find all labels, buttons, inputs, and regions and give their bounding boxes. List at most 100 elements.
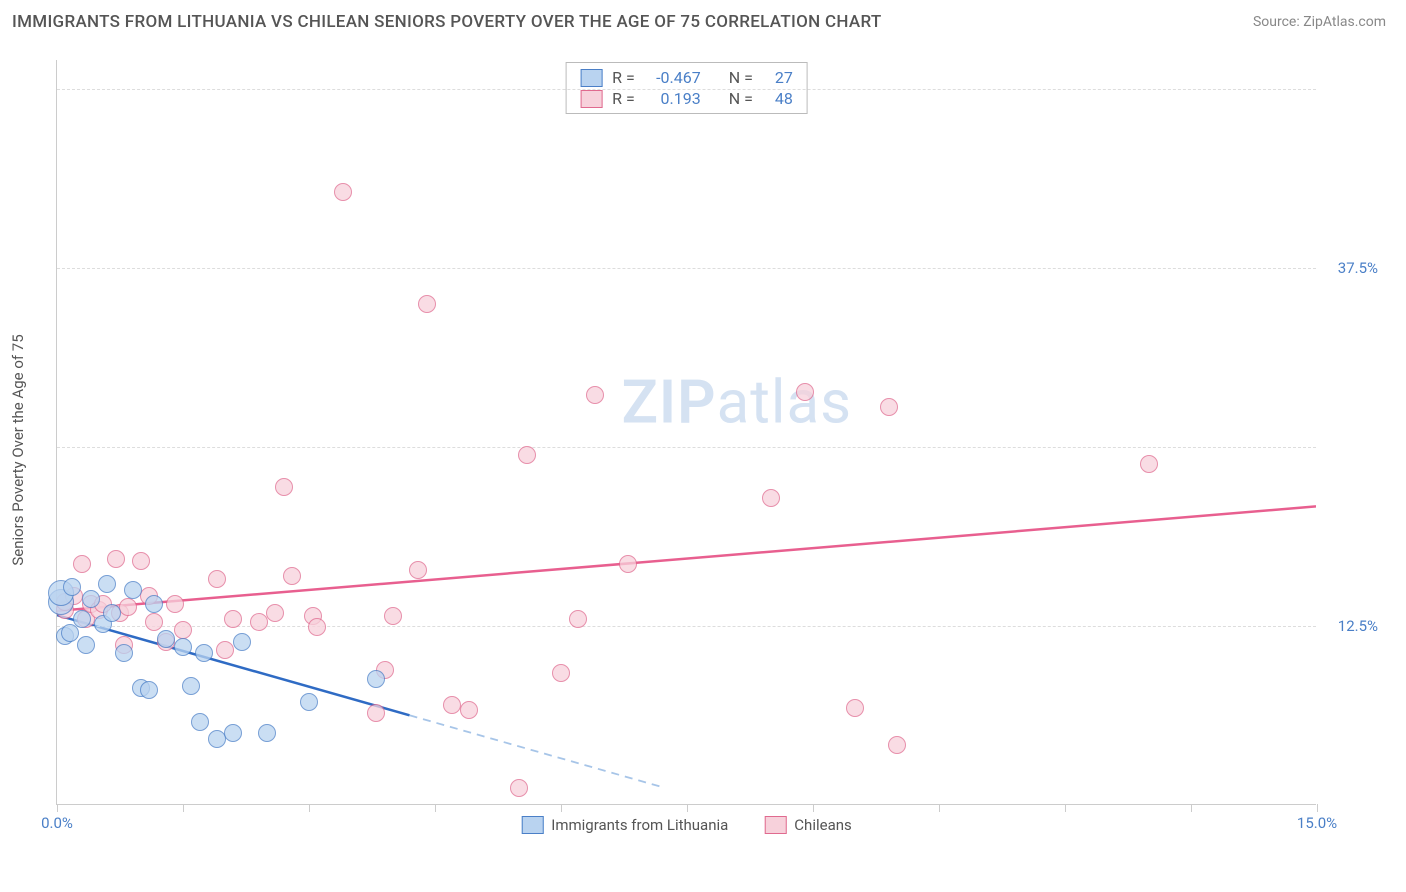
scatter-point: [308, 618, 326, 636]
scatter-point: [107, 550, 125, 568]
chart-area: Seniors Poverty Over the Age of 75 ZIPat…: [56, 60, 1386, 840]
scatter-point: [266, 604, 284, 622]
y-tick-label: 37.5%: [1338, 259, 1378, 277]
scatter-point: [208, 570, 226, 588]
scatter-point: [224, 724, 242, 742]
scatter-point: [195, 644, 213, 662]
scatter-point: [124, 581, 142, 599]
legend-label-1: Chileans: [794, 816, 851, 834]
y-tick-label: 12.5%: [1338, 617, 1378, 635]
watermark: ZIPatlas: [622, 367, 853, 438]
scatter-point: [880, 398, 898, 416]
x-tick: [435, 804, 436, 812]
scatter-point: [174, 638, 192, 656]
scatter-point: [174, 621, 192, 639]
scatter-point: [115, 644, 133, 662]
legend-row-series-0: R = -0.467 N = 27: [580, 67, 793, 88]
scatter-point: [258, 724, 276, 742]
legend-item-1: Chileans: [764, 816, 851, 834]
x-tick-label: 0.0%: [41, 814, 73, 832]
chart-source: Source: ZipAtlas.com: [1253, 14, 1386, 30]
n-label-1: N =: [729, 89, 753, 108]
x-tick: [309, 804, 310, 812]
n-value-1: 48: [763, 89, 793, 108]
gridline: [57, 268, 1316, 269]
scatter-point: [233, 633, 251, 651]
swatch-series-1: [580, 90, 602, 108]
scatter-point: [1140, 455, 1158, 473]
scatter-point: [61, 624, 79, 642]
scatter-point: [367, 670, 385, 688]
gridline: [57, 447, 1316, 448]
r-value-0: -0.467: [645, 68, 701, 87]
scatter-plot: ZIPatlas R = -0.467 N = 27 R = 0.193 N =…: [56, 60, 1316, 805]
scatter-point: [619, 555, 637, 573]
x-tick: [939, 804, 940, 812]
n-label-0: N =: [729, 68, 753, 87]
scatter-point: [132, 552, 150, 570]
gridline: [57, 626, 1316, 627]
scatter-point: [796, 383, 814, 401]
scatter-point: [518, 446, 536, 464]
scatter-point: [384, 607, 402, 625]
y-axis-title: Seniors Poverty Over the Age of 75: [9, 334, 27, 565]
x-tick: [687, 804, 688, 812]
scatter-point: [762, 489, 780, 507]
x-tick: [813, 804, 814, 812]
legend-row-series-1: R = 0.193 N = 48: [580, 88, 793, 109]
scatter-point: [98, 575, 116, 593]
watermark-zip: ZIP: [622, 367, 717, 438]
scatter-point: [888, 736, 906, 754]
scatter-point: [552, 664, 570, 682]
legend-item-0: Immigrants from Lithuania: [521, 816, 728, 834]
scatter-point: [367, 704, 385, 722]
scatter-point: [460, 701, 478, 719]
r-value-1: 0.193: [645, 89, 701, 108]
swatch-legend-1: [764, 816, 786, 834]
scatter-point: [510, 779, 528, 797]
x-tick: [1317, 804, 1318, 812]
r-label-1: R =: [612, 89, 635, 108]
scatter-point: [77, 636, 95, 654]
scatter-point: [275, 478, 293, 496]
trend-lines: [57, 60, 1316, 804]
scatter-point: [191, 713, 209, 731]
scatter-point: [443, 696, 461, 714]
scatter-point: [119, 598, 137, 616]
scatter-point: [300, 693, 318, 711]
scatter-point: [166, 595, 184, 613]
series-legend: Immigrants from Lithuania Chileans: [521, 816, 852, 834]
legend-label-0: Immigrants from Lithuania: [551, 816, 728, 834]
x-tick: [183, 804, 184, 812]
chart-header: IMMIGRANTS FROM LITHUANIA VS CHILEAN SEN…: [0, 0, 1406, 40]
scatter-point: [409, 561, 427, 579]
scatter-point: [145, 613, 163, 631]
x-tick: [57, 804, 58, 812]
x-tick-label: 15.0%: [1297, 814, 1337, 832]
scatter-point: [82, 590, 100, 608]
r-label-0: R =: [612, 68, 635, 87]
scatter-point: [224, 610, 242, 628]
scatter-point: [586, 386, 604, 404]
scatter-point: [73, 610, 91, 628]
scatter-point: [73, 555, 91, 573]
swatch-series-0: [580, 69, 602, 87]
scatter-point: [145, 595, 163, 613]
scatter-point: [63, 578, 81, 596]
scatter-point: [250, 613, 268, 631]
x-tick: [1191, 804, 1192, 812]
scatter-point: [334, 183, 352, 201]
watermark-atlas: atlas: [717, 367, 852, 438]
scatter-point: [846, 699, 864, 717]
x-tick: [1065, 804, 1066, 812]
scatter-point: [418, 295, 436, 313]
swatch-legend-0: [521, 816, 543, 834]
chart-title: IMMIGRANTS FROM LITHUANIA VS CHILEAN SEN…: [12, 12, 882, 32]
x-tick: [561, 804, 562, 812]
scatter-point: [569, 610, 587, 628]
scatter-point: [216, 641, 234, 659]
scatter-point: [103, 604, 121, 622]
n-value-0: 27: [763, 68, 793, 87]
scatter-point: [157, 630, 175, 648]
scatter-point: [140, 681, 158, 699]
